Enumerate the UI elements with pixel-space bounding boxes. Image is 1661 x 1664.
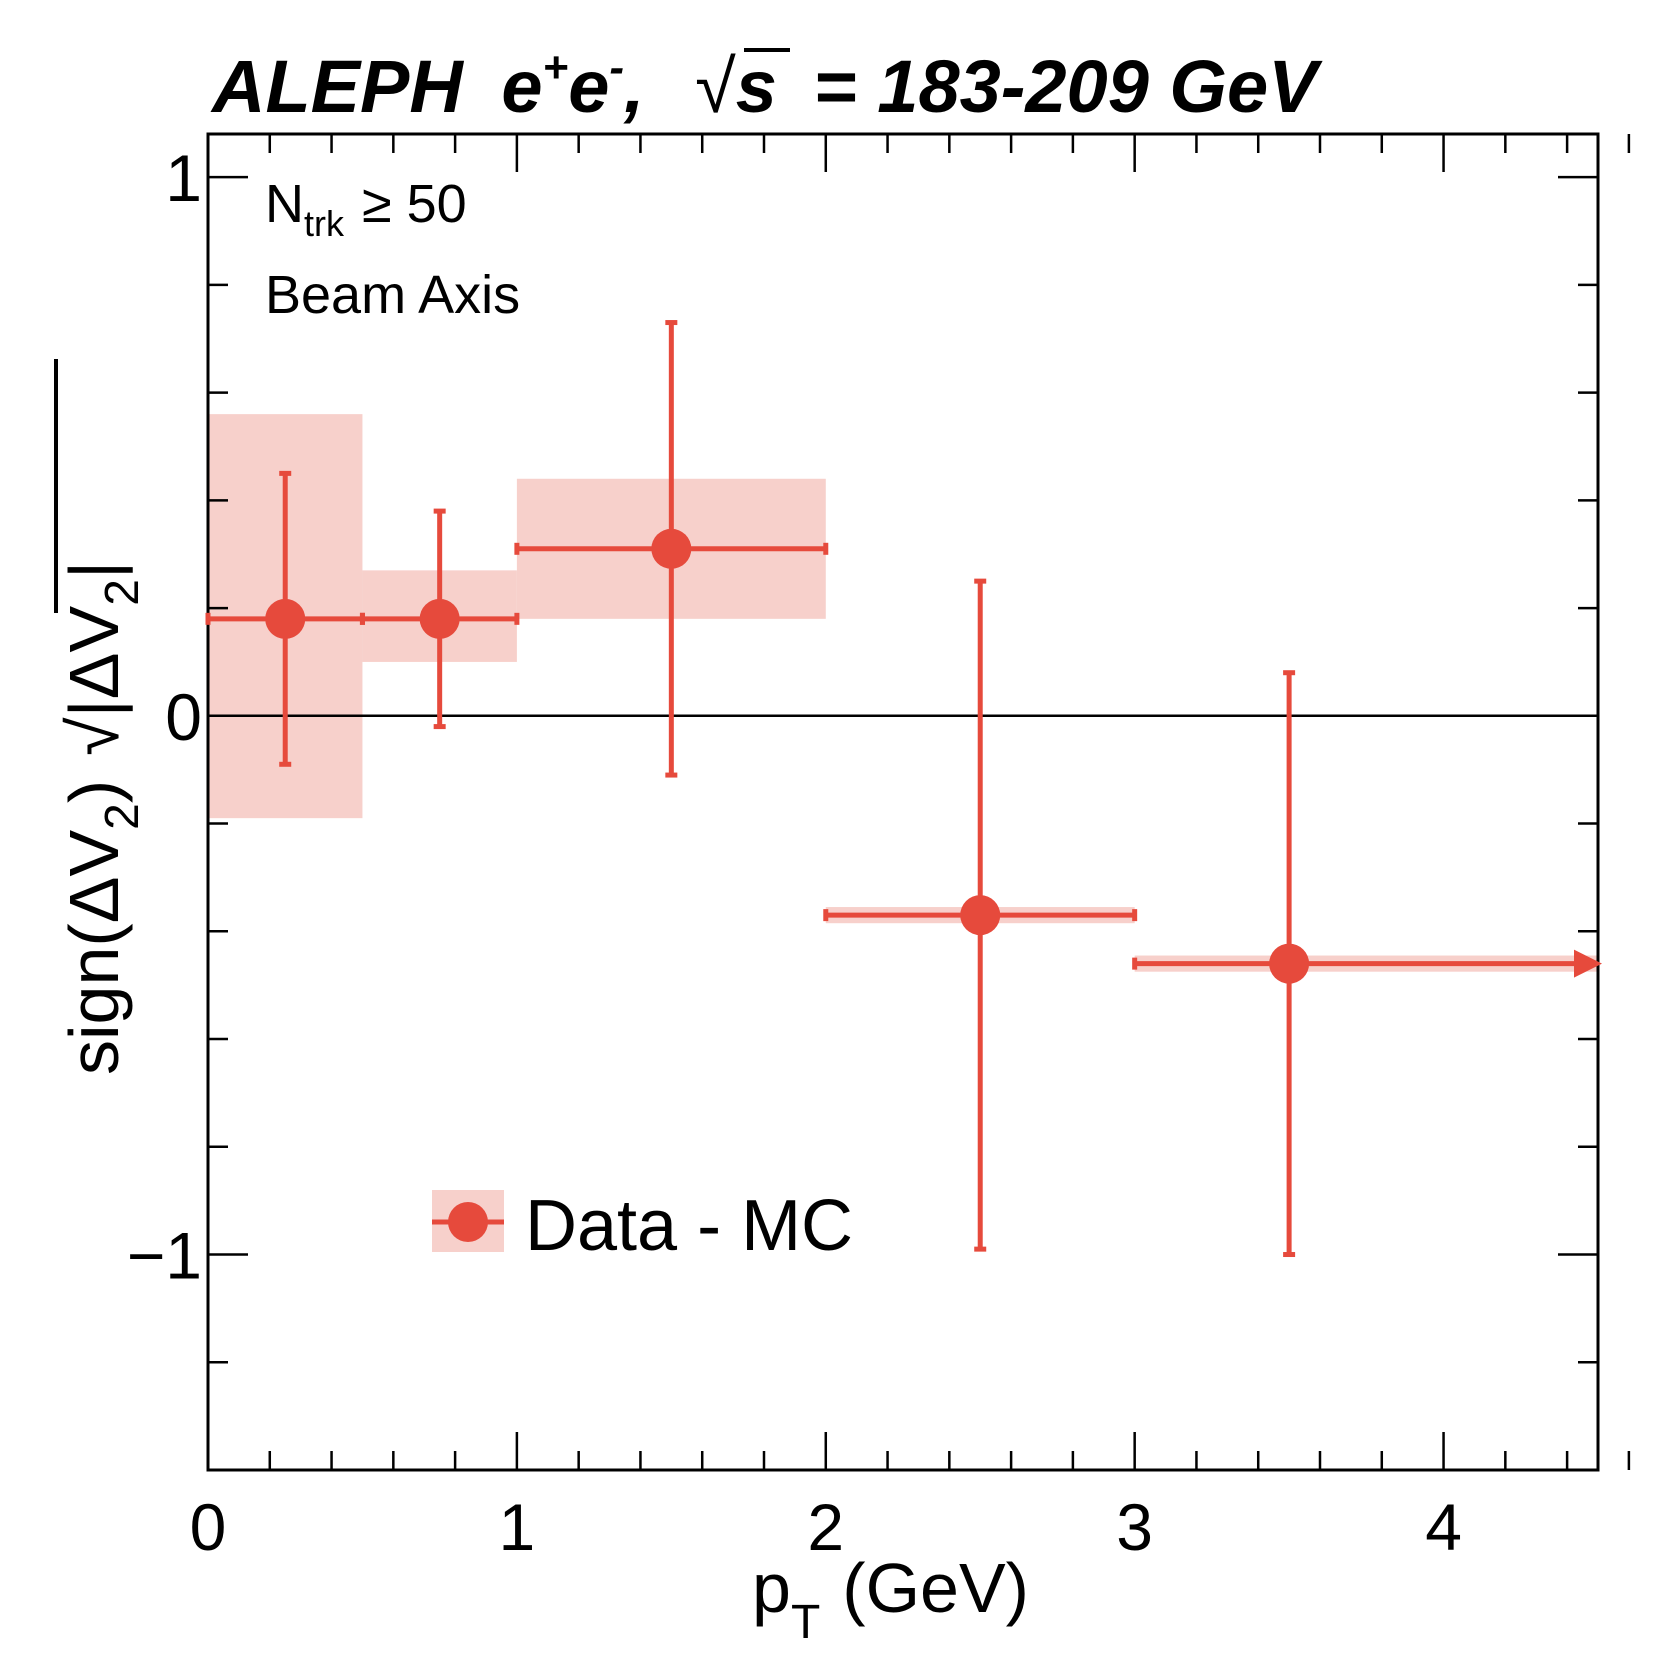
overflow-arrow: [1574, 949, 1602, 978]
title-energy-value: = 183-209 GeV: [814, 45, 1324, 128]
ntrk-subscript: trk: [304, 203, 345, 244]
y-axis-title-sub2: 2: [96, 579, 149, 606]
data-marker: [265, 598, 306, 639]
chart-title: ALEPH e+e-, √s = 183-209 GeV: [210, 43, 1323, 128]
x-axis-title-main: p: [752, 1549, 791, 1627]
y-tick-label: −1: [127, 1219, 202, 1293]
title-sqrt-symbol: √: [695, 45, 736, 128]
title-beam-minus: -: [609, 43, 624, 92]
legend: Data - MC: [432, 1186, 853, 1266]
title-beam-2: e: [568, 45, 609, 128]
x-tick-label: 1: [499, 1490, 536, 1564]
legend-marker-swatch: [448, 1202, 488, 1242]
title-comma: ,: [623, 45, 645, 128]
axis-ticks: 0 1 2 3 4 −1 0 1: [127, 134, 1631, 1564]
plot-frame: [206, 132, 1600, 1472]
title-beam: e: [501, 45, 542, 128]
y-axis-title: sign(ΔV2)√|ΔV2|: [55, 561, 149, 1075]
data-point-4: [1132, 670, 1602, 1258]
y-tick-label: 0: [165, 680, 202, 754]
title-energy-var: s: [736, 45, 777, 128]
y-axis-title-sub1: 2: [96, 803, 149, 830]
y-tick-label: 1: [165, 141, 202, 215]
systematic-bands: [208, 414, 1598, 972]
y-axis-title-abs-close: |: [55, 561, 133, 579]
ntrk-symbol: N: [265, 174, 304, 234]
x-tick-label: 3: [1116, 1490, 1153, 1564]
data-point-1: [359, 508, 520, 730]
y-axis-title-group: sign(ΔV2)√|ΔV2|: [54, 359, 149, 1075]
y-axis-title-prefix: sign(ΔV: [55, 830, 133, 1075]
plot-frame-rect: [206, 132, 1600, 1472]
y-axis-title-close: ): [55, 780, 133, 803]
x-axis-title-sub: T: [791, 1596, 820, 1649]
data-marker: [1269, 943, 1310, 984]
ntrk-cut: ≥ 50: [362, 174, 467, 234]
x-tick-label: 2: [807, 1490, 844, 1564]
data-point-2: [514, 320, 829, 778]
x-axis-title-unit: (GeV): [842, 1549, 1029, 1627]
data-point-3: [823, 578, 1138, 1252]
x-axis-title: pT (GeV): [752, 1549, 1029, 1649]
title-experiment: ALEPH: [210, 45, 464, 128]
x-tick-label: 4: [1425, 1490, 1462, 1564]
data-point-0: [205, 470, 365, 767]
data-marker: [651, 528, 692, 569]
x-tick-label: 0: [190, 1490, 227, 1564]
beam-axis-annotation: Beam Axis: [265, 265, 520, 325]
data-points: [205, 320, 1602, 1258]
title-beam-plus: +: [543, 43, 569, 92]
ntrk-annotation: Ntrk ≥ 50: [265, 174, 467, 244]
data-marker: [419, 598, 460, 639]
legend-label: Data - MC: [525, 1186, 853, 1266]
data-marker: [960, 895, 1001, 936]
y-axis-title-sqrt: √: [55, 717, 133, 756]
y-axis-title-abs: |ΔV: [55, 605, 133, 717]
